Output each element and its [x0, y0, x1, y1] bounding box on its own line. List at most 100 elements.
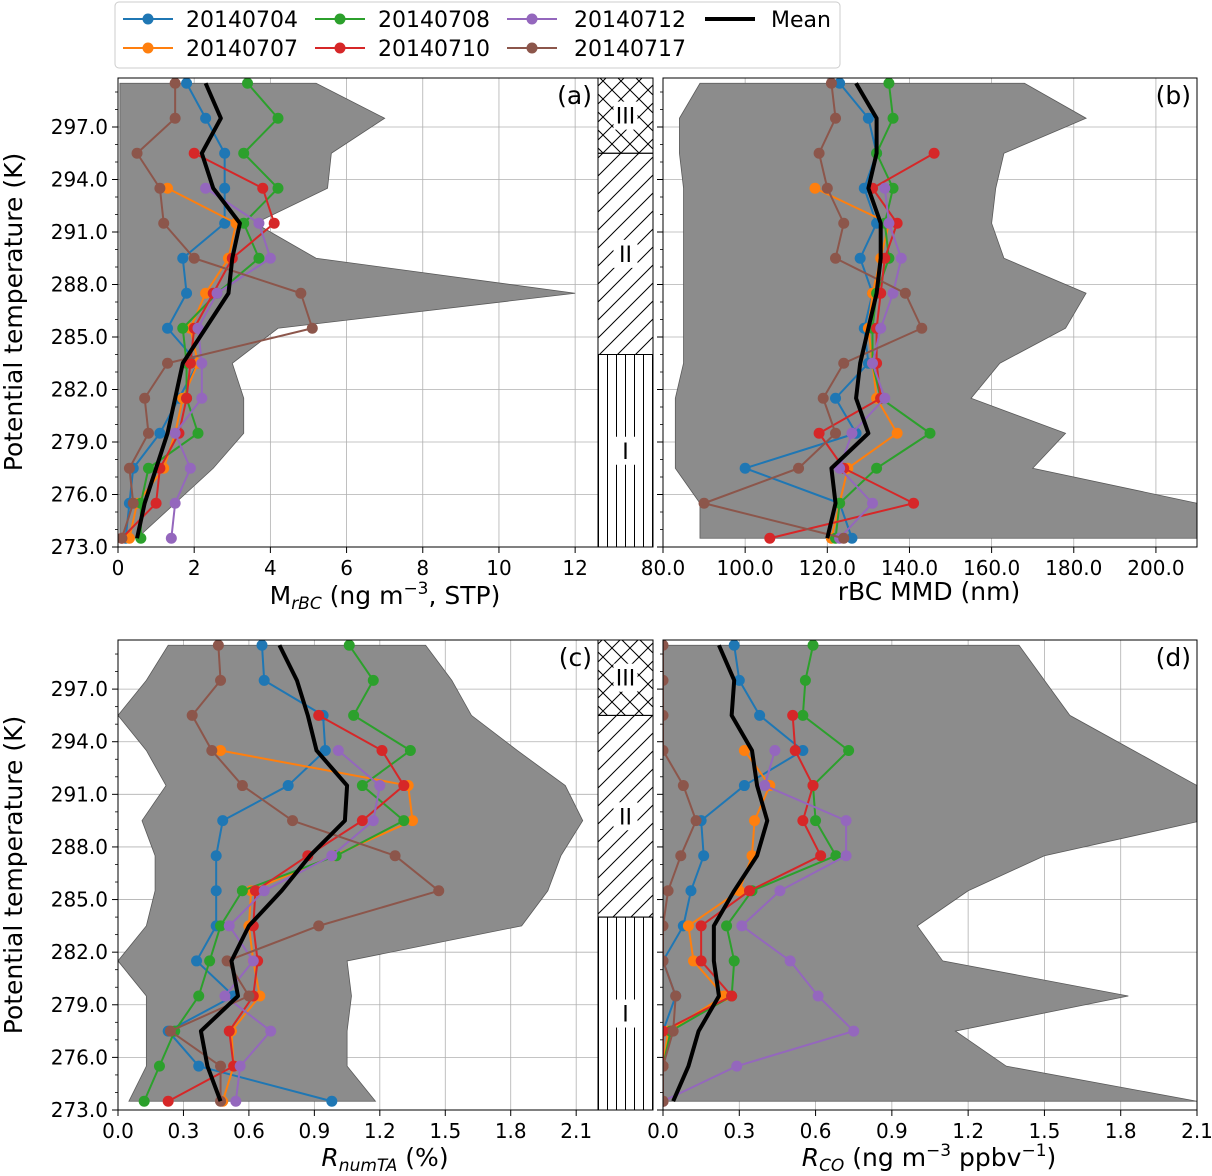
x-axis-title-b: rBC MMD (nm) — [838, 577, 1020, 606]
data-point — [769, 744, 781, 756]
data-point — [685, 885, 697, 897]
series-line — [703, 83, 923, 540]
data-point — [138, 1095, 150, 1107]
x-tick-label: 0.9 — [876, 1119, 908, 1143]
x-tick-label: 0.3 — [168, 1119, 200, 1143]
data-point — [736, 920, 748, 932]
data-point — [887, 112, 899, 124]
layer-label-bg — [613, 802, 638, 831]
data-point — [191, 955, 203, 967]
data-point — [731, 1060, 743, 1072]
legend-label: 20140707 — [186, 37, 298, 62]
legend-entry: 20140704 — [123, 8, 298, 33]
data-point — [215, 1060, 227, 1072]
legend-label: 20140717 — [574, 37, 686, 62]
series-line — [124, 82, 226, 539]
panel-d: 0.0 0.3 0.6 0.9 1.2 1.5 1.8 2.1 (d) — [647, 639, 1212, 1143]
y-tick-label: 291.0 — [51, 782, 108, 806]
data-point — [219, 990, 231, 1002]
x-tick-label: 1.2 — [952, 1119, 984, 1143]
x-tick-label: 180.0 — [1045, 556, 1102, 580]
data-point — [663, 640, 669, 651]
x-tick-label: 100.0 — [717, 556, 774, 580]
data-point — [698, 497, 710, 509]
legend-entry: 20140717 — [507, 37, 686, 62]
data-point — [123, 462, 135, 474]
series-20140710 — [162, 709, 410, 1107]
data-point — [840, 850, 852, 862]
data-point — [891, 427, 903, 439]
data-point — [879, 392, 891, 404]
data-point — [721, 920, 733, 932]
data-point — [807, 780, 819, 792]
x-tick-label: 0.9 — [298, 1119, 330, 1143]
series-20140704 — [663, 640, 809, 1107]
legend-entry: Mean — [705, 8, 831, 33]
legend-swatch-marker — [334, 42, 346, 54]
data-point — [663, 1095, 669, 1107]
y-tick-label: 285.0 — [51, 325, 108, 349]
data-point — [142, 427, 154, 439]
data-point — [236, 885, 248, 897]
layer-label: III — [616, 667, 635, 692]
data-point — [219, 182, 231, 194]
x-tick-label: 1.8 — [1105, 1119, 1137, 1143]
y-tick-label: 297.0 — [51, 115, 108, 139]
data-point — [326, 1095, 338, 1107]
x-tick-label: 80.0 — [641, 556, 686, 580]
data-point — [695, 955, 707, 967]
data-point — [272, 182, 284, 194]
x-tick-label: 1.2 — [364, 1119, 396, 1143]
data-point — [728, 640, 740, 651]
data-point — [200, 112, 212, 124]
data-point — [131, 147, 143, 159]
data-point — [433, 885, 445, 897]
x-tick-label: 6 — [340, 556, 353, 580]
envelope-area — [118, 644, 584, 1102]
data-point — [272, 112, 284, 124]
data-point — [162, 357, 174, 369]
data-point — [238, 147, 250, 159]
data-point — [663, 885, 674, 897]
data-point — [830, 850, 842, 862]
data-point — [243, 990, 255, 1002]
y-tick-label: 273.0 — [51, 535, 108, 559]
data-point — [830, 112, 842, 124]
layer-label-bg — [613, 436, 638, 465]
data-point — [258, 674, 270, 686]
data-point — [815, 850, 827, 862]
legend: 20140704 20140707 20140708 20140710 2014… — [114, 1, 841, 69]
data-point — [928, 147, 940, 159]
data-point — [887, 182, 899, 194]
x-tick-label: 4 — [264, 556, 277, 580]
series-Mean — [198, 644, 350, 1102]
legend-entry: 20140708 — [315, 8, 490, 33]
data-point — [862, 112, 874, 124]
x-tick-label: 1.5 — [429, 1119, 461, 1143]
x-tick-label: 2.1 — [560, 1119, 592, 1143]
legend-label: 20140710 — [378, 37, 490, 62]
data-point — [695, 920, 707, 932]
series-20140712 — [834, 182, 907, 544]
data-point — [193, 990, 205, 1002]
y-tick-label: 276.0 — [51, 483, 108, 507]
legend-swatch-marker — [526, 13, 538, 25]
series-line — [198, 644, 350, 1102]
data-point — [332, 744, 344, 756]
layer-label: I — [622, 440, 629, 465]
data-point — [891, 217, 903, 229]
data-point — [840, 815, 852, 827]
data-point — [184, 462, 196, 474]
data-point — [154, 182, 166, 194]
data-point — [236, 780, 248, 792]
x-tick-label: 0.0 — [102, 1119, 134, 1143]
y-tick-label: 276.0 — [51, 1045, 108, 1069]
data-point — [200, 287, 212, 299]
layer-label-bg — [613, 101, 638, 130]
layer-label: II — [619, 805, 632, 830]
data-point — [150, 497, 162, 509]
data-point — [162, 182, 174, 194]
series-line — [167, 714, 405, 1103]
